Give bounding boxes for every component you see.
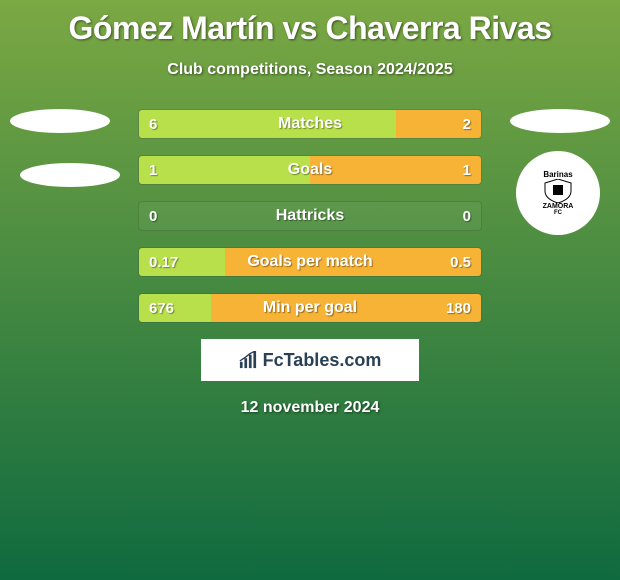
player1-avatar-placeholder-2	[20, 163, 120, 187]
club-logo-sub: FC	[554, 210, 562, 216]
stat-value-right: 180	[446, 294, 471, 322]
stat-value-right: 0.5	[450, 248, 471, 276]
brand-text: FcTables.com	[263, 350, 382, 371]
subtitle: Club competitions, Season 2024/2025	[0, 61, 620, 79]
stat-label: Goals	[139, 156, 481, 184]
stat-value-right: 0	[463, 202, 471, 230]
stats-area: Barinas ZAMORA FC Matches6 2 Goals1 1 Hattri…	[0, 109, 620, 323]
stat-row: Min per goal676 180	[138, 293, 482, 323]
stat-row: Hattricks0 0	[138, 201, 482, 231]
club-logo-top: Barinas	[543, 170, 572, 179]
player2-avatar-placeholder	[510, 109, 610, 133]
page-title: Gómez Martín vs Chaverra Rivas	[0, 0, 620, 47]
stat-label: Goals per match	[139, 248, 481, 276]
stat-value-right: 1	[463, 156, 471, 184]
player2-club-logo: Barinas ZAMORA FC	[516, 151, 600, 235]
player1-avatar-placeholder-1	[10, 109, 110, 133]
date-text: 12 november 2024	[0, 399, 620, 417]
chart-icon	[239, 351, 257, 369]
stat-value-left: 1	[149, 156, 157, 184]
brand-box: FcTables.com	[201, 339, 419, 381]
club-logo-main: ZAMORA	[543, 203, 574, 210]
stat-value-left: 0	[149, 202, 157, 230]
shield-icon	[543, 179, 573, 203]
stat-value-left: 676	[149, 294, 174, 322]
stat-row: Matches6 2	[138, 109, 482, 139]
stat-label: Min per goal	[139, 294, 481, 322]
stat-label: Matches	[139, 110, 481, 138]
stat-bars: Matches6 2 Goals1 1 Hattricks0 0 Goals per mat…	[138, 109, 482, 323]
stat-value-left: 0.17	[149, 248, 178, 276]
comparison-infographic: Gómez Martín vs Chaverra Rivas Club comp…	[0, 0, 620, 580]
stat-row: Goals per match0.17 0.5	[138, 247, 482, 277]
stat-row: Goals1 1	[138, 155, 482, 185]
stat-label: Hattricks	[139, 202, 481, 230]
stat-value-right: 2	[463, 110, 471, 138]
stat-value-left: 6	[149, 110, 157, 138]
